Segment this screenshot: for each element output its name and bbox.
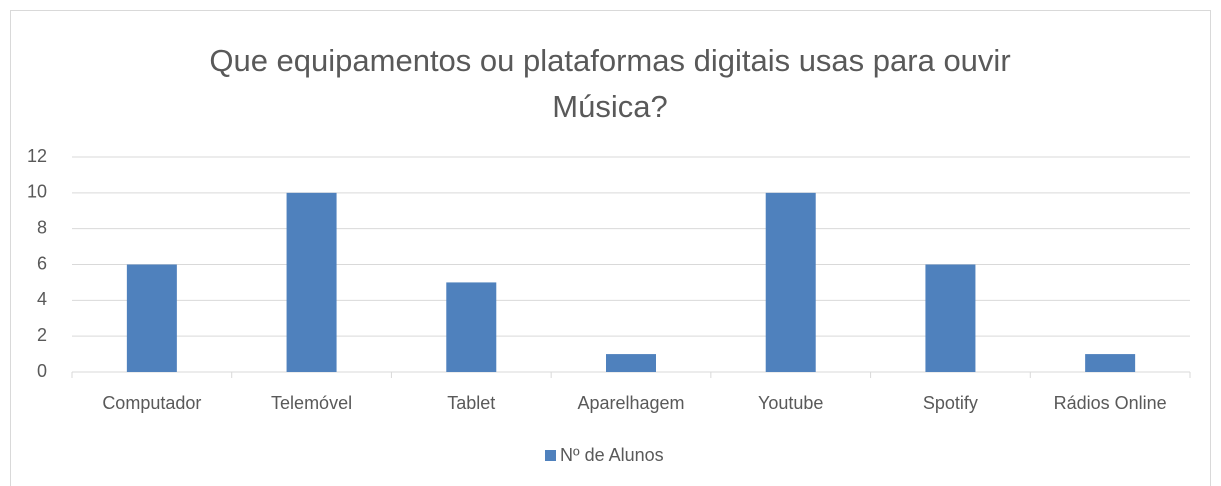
bar bbox=[765, 192, 816, 372]
chart-border bbox=[10, 10, 1211, 486]
chart-title: Que equipamentos ou plataformas digitais… bbox=[209, 43, 1011, 124]
y-tick-label: 10 bbox=[27, 182, 47, 202]
y-tick-label: 12 bbox=[27, 146, 47, 166]
x-tick-label: Aparelhagem bbox=[577, 393, 684, 413]
legend-swatch bbox=[545, 450, 556, 461]
x-tick-label: Tablet bbox=[447, 393, 495, 413]
bar bbox=[286, 192, 337, 372]
bar bbox=[126, 264, 177, 372]
x-tick-label: Youtube bbox=[758, 393, 823, 413]
y-tick-label: 4 bbox=[37, 289, 47, 309]
bar bbox=[925, 264, 976, 372]
x-tick-label: Rádios Online bbox=[1054, 393, 1167, 413]
legend-label: Nº de Alunos bbox=[560, 445, 664, 465]
bar bbox=[446, 282, 497, 372]
x-tick-label: Telemóvel bbox=[271, 393, 352, 413]
y-tick-label: 0 bbox=[37, 361, 47, 381]
y-tick-label: 8 bbox=[37, 217, 47, 237]
y-tick-label: 6 bbox=[37, 253, 47, 273]
x-tick-label: Spotify bbox=[923, 393, 978, 413]
y-tick-label: 2 bbox=[37, 325, 47, 345]
bar bbox=[1085, 354, 1136, 372]
bar bbox=[606, 354, 656, 372]
x-tick-label: Computador bbox=[102, 393, 201, 413]
